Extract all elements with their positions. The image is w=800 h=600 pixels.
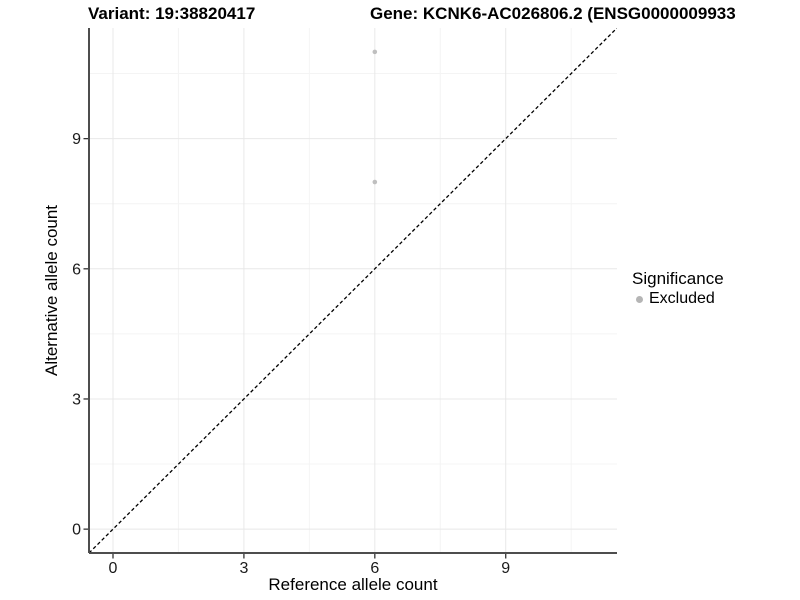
y-tick-label: 3	[72, 391, 81, 408]
x-tick-label: 0	[109, 560, 118, 577]
legend-item-excluded: Excluded	[632, 290, 724, 308]
x-tick-label: 9	[501, 560, 510, 577]
gene-title: Gene: KCNK6-AC026806.2 (ENSG0000009933	[370, 4, 736, 23]
x-tick-label: 3	[239, 560, 248, 577]
y-tick-label: 0	[72, 522, 81, 539]
legend-item-label: Excluded	[649, 290, 715, 307]
excluded-point-icon	[636, 295, 643, 303]
legend-title: Significance	[632, 269, 724, 288]
x-tick-label: 6	[370, 560, 379, 577]
y-tick-label: 9	[72, 131, 81, 148]
identity-line	[89, 28, 617, 553]
y-tick-label: 6	[72, 261, 81, 278]
variant-title: Variant: 19:38820417	[88, 4, 256, 23]
y-axis-title: Alternative allele count	[42, 205, 61, 376]
data-point	[372, 179, 378, 185]
x-axis-title: Reference allele count	[268, 575, 437, 594]
data-point	[372, 49, 378, 55]
legend: Significance Excluded	[632, 269, 724, 308]
